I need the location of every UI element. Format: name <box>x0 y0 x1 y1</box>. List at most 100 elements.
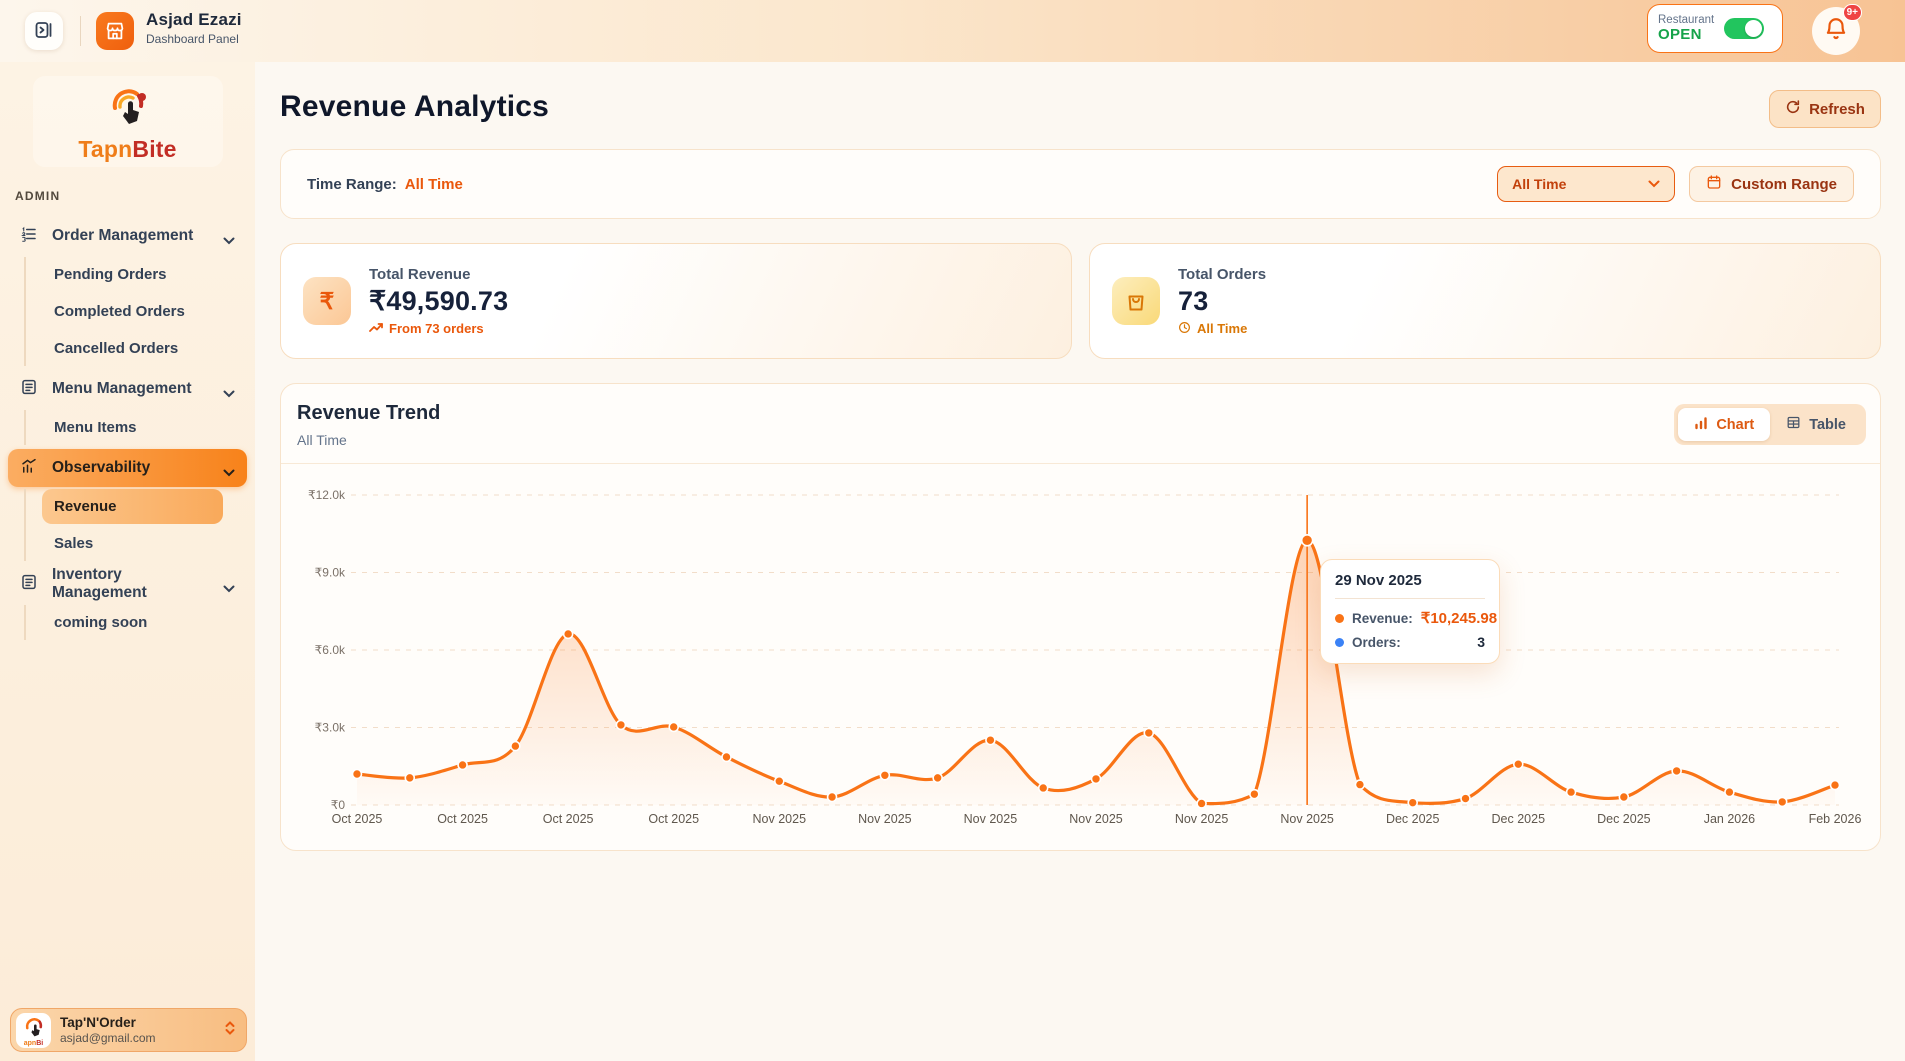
sidebar-item-order-management[interactable]: Order Management <box>8 217 247 255</box>
total-orders-card: Total Orders 73 All Time <box>1089 243 1881 359</box>
refresh-button[interactable]: Refresh <box>1769 90 1881 128</box>
chart-icon <box>20 457 38 480</box>
sidebar-toggle-button[interactable] <box>25 12 63 50</box>
header-titles: Asjad Ezazi Dashboard Panel <box>146 10 242 46</box>
svg-text:Oct 2025: Oct 2025 <box>543 812 594 826</box>
revenue-trend-card: Revenue Trend All Time Chart Table ₹12.0… <box>280 383 1881 851</box>
time-range-selected-option: All Time <box>1512 176 1567 192</box>
tab-chart[interactable]: Chart <box>1678 408 1771 441</box>
svg-text:Dec 2025: Dec 2025 <box>1492 812 1546 826</box>
stat-label: Total Revenue <box>369 266 471 283</box>
chevron-down-icon <box>223 232 235 245</box>
brand-logo: TapnBite <box>32 76 223 167</box>
restaurant-label: Restaurant <box>1658 14 1715 26</box>
svg-text:₹3.0k: ₹3.0k <box>315 721 346 735</box>
stat-value: 73 <box>1178 285 1209 316</box>
notification-count-badge: 9+ <box>1842 4 1862 21</box>
document-icon <box>20 573 38 596</box>
restaurant-open-toggle[interactable] <box>1724 18 1765 39</box>
stat-label: Total Orders <box>1178 265 1267 283</box>
svg-text:Nov 2025: Nov 2025 <box>858 812 912 826</box>
list-ordered-icon <box>20 225 38 248</box>
observability-children: Revenue Sales <box>24 489 247 561</box>
tooltip-orders-value: 3 <box>1477 634 1485 650</box>
time-range-card: Time Range: All Time All Time Custom Ran… <box>280 149 1881 219</box>
trend-title: Revenue Trend <box>297 402 441 424</box>
time-range-label: Time Range: <box>307 175 397 193</box>
calendar-icon <box>1706 174 1722 194</box>
sidebar-item-completed-orders[interactable]: Completed Orders <box>54 303 185 320</box>
revenue-series-dot <box>1335 613 1344 623</box>
svg-text:₹0: ₹0 <box>331 798 346 812</box>
sidebar-item-cancelled-orders[interactable]: Cancelled Orders <box>54 340 179 357</box>
svg-text:Oct 2025: Oct 2025 <box>437 812 488 826</box>
svg-text:Oct 2025: Oct 2025 <box>648 812 699 826</box>
top-bar: Asjad Ezazi Dashboard Panel Restaurant O… <box>0 0 1905 62</box>
svg-text:Nov 2025: Nov 2025 <box>964 812 1018 826</box>
chevron-down-icon <box>223 580 235 593</box>
account-name: Tap'N'Order <box>60 1015 136 1030</box>
svg-text:₹6.0k: ₹6.0k <box>315 643 346 657</box>
orders-series-dot <box>1335 637 1344 647</box>
chevron-down-icon <box>223 385 235 398</box>
sidebar-item-coming-soon[interactable]: coming soon <box>54 614 148 631</box>
restaurant-status-card: Restaurant OPEN <box>1647 4 1783 53</box>
panel-toggle-icon <box>34 20 54 43</box>
chevron-up-down-icon <box>224 1020 236 1041</box>
account-email: asjad@gmail.com <box>60 1031 156 1045</box>
tooltip-revenue-value: ₹10,245.98 <box>1420 610 1498 627</box>
time-range-select[interactable]: All Time <box>1497 166 1676 202</box>
restaurant-status-badge: OPEN <box>1658 26 1702 43</box>
chevron-down-icon <box>223 464 235 477</box>
bell-icon <box>1823 16 1849 47</box>
svg-text:Feb 2026: Feb 2026 <box>1809 812 1862 826</box>
clock-icon <box>1178 321 1191 337</box>
refresh-icon <box>1785 99 1801 119</box>
svg-text:Jan 2026: Jan 2026 <box>1704 812 1755 826</box>
trend-divider <box>281 463 1880 464</box>
shopping-bag-icon <box>1112 277 1160 325</box>
rupee-icon: ₹ <box>303 277 351 325</box>
tapnbite-mini-logo-icon: apnBi <box>16 1012 51 1048</box>
custom-range-button[interactable]: Custom Range <box>1689 166 1854 202</box>
page-title: Revenue Analytics <box>280 90 550 123</box>
sidebar-item-menu-items[interactable]: Menu Items <box>54 419 137 436</box>
panel-subtitle: Dashboard Panel <box>146 32 239 46</box>
document-icon <box>20 378 38 401</box>
table-icon <box>1786 415 1801 434</box>
sidebar-item-sales[interactable]: Sales <box>54 535 94 552</box>
svg-text:₹12.0k: ₹12.0k <box>308 488 346 502</box>
tooltip-orders-label: Orders: <box>1352 634 1401 650</box>
time-range-value: All Time <box>404 175 463 193</box>
svg-text:Oct 2025: Oct 2025 <box>332 812 383 826</box>
svg-text:Dec 2025: Dec 2025 <box>1386 812 1440 826</box>
inventory-management-children: coming soon <box>24 605 247 640</box>
storefront-icon <box>96 12 134 50</box>
order-management-children: Pending Orders Completed Orders Cancelle… <box>24 257 247 366</box>
sidebar-nav: Order Management Pending Orders Complete… <box>0 209 255 640</box>
tapnbite-logo-icon <box>103 89 153 134</box>
bar-chart-icon <box>1694 416 1708 434</box>
stat-sub-text: All Time <box>1197 321 1248 336</box>
sidebar-item-revenue[interactable]: Revenue <box>42 489 223 524</box>
notifications-button[interactable]: 9+ <box>1812 4 1862 55</box>
sidebar-item-menu-management[interactable]: Menu Management <box>8 370 247 408</box>
trend-subtitle: All Time <box>297 432 347 448</box>
sidebar-item-inventory-management[interactable]: Inventory Management <box>8 565 247 603</box>
sidebar-item-pending-orders[interactable]: Pending Orders <box>54 266 167 283</box>
tab-table[interactable]: Table <box>1770 408 1862 441</box>
user-name: Asjad Ezazi <box>146 10 242 29</box>
tooltip-revenue-label: Revenue: <box>1352 610 1413 626</box>
svg-text:Nov 2025: Nov 2025 <box>1175 812 1229 826</box>
trending-up-icon <box>369 321 383 336</box>
stat-sub-text: From 73 orders <box>389 321 484 336</box>
svg-text:Dec 2025: Dec 2025 <box>1597 812 1651 826</box>
brand-name: TapnBite <box>78 136 177 162</box>
chart-table-toggle: Chart Table <box>1674 404 1866 445</box>
chart-tooltip: 29 Nov 2025 Revenue: ₹10,245.98 Orders: … <box>1320 559 1500 664</box>
header-divider <box>80 16 81 46</box>
account-card[interactable]: apnBi Tap'N'Order asjad@gmail.com <box>10 1008 247 1052</box>
sidebar-item-observability[interactable]: Observability <box>8 449 247 487</box>
